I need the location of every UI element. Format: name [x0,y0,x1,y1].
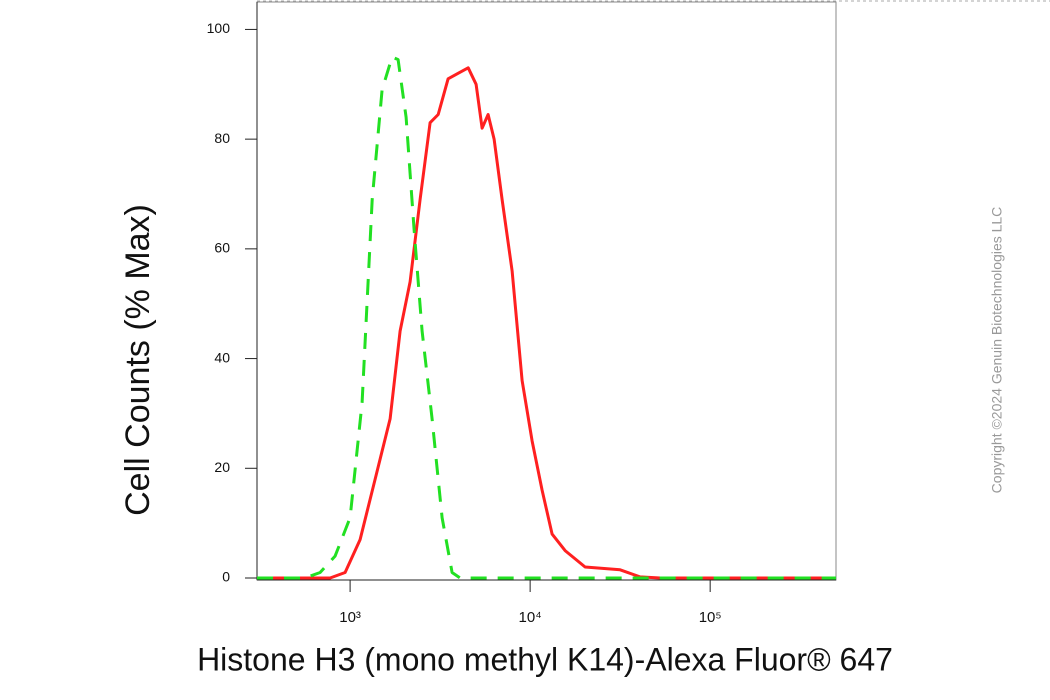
y-tick-label: 100 [207,20,231,36]
x-axis-label: Histone H3 (mono methyl K14)-Alexa Fluor… [197,641,893,677]
series-line [257,55,836,580]
copyright: Copyright ©2024 Genuin Biotechnologies L… [989,207,1005,494]
y-tick-label: 80 [214,130,230,146]
x-tick-label: 10³ [339,609,361,626]
y-tick-label: 60 [214,240,230,256]
y-tick-label: 40 [214,349,230,365]
y-axis-label: Cell Counts (% Max) [119,204,157,516]
plot-frame [256,1,837,581]
series-line [257,66,836,580]
y-tick-label: 20 [214,459,230,475]
x-tick-label: 10⁴ [519,609,542,626]
x-tick-label: 10⁵ [699,609,722,626]
y-tick-label: 0 [222,569,230,585]
